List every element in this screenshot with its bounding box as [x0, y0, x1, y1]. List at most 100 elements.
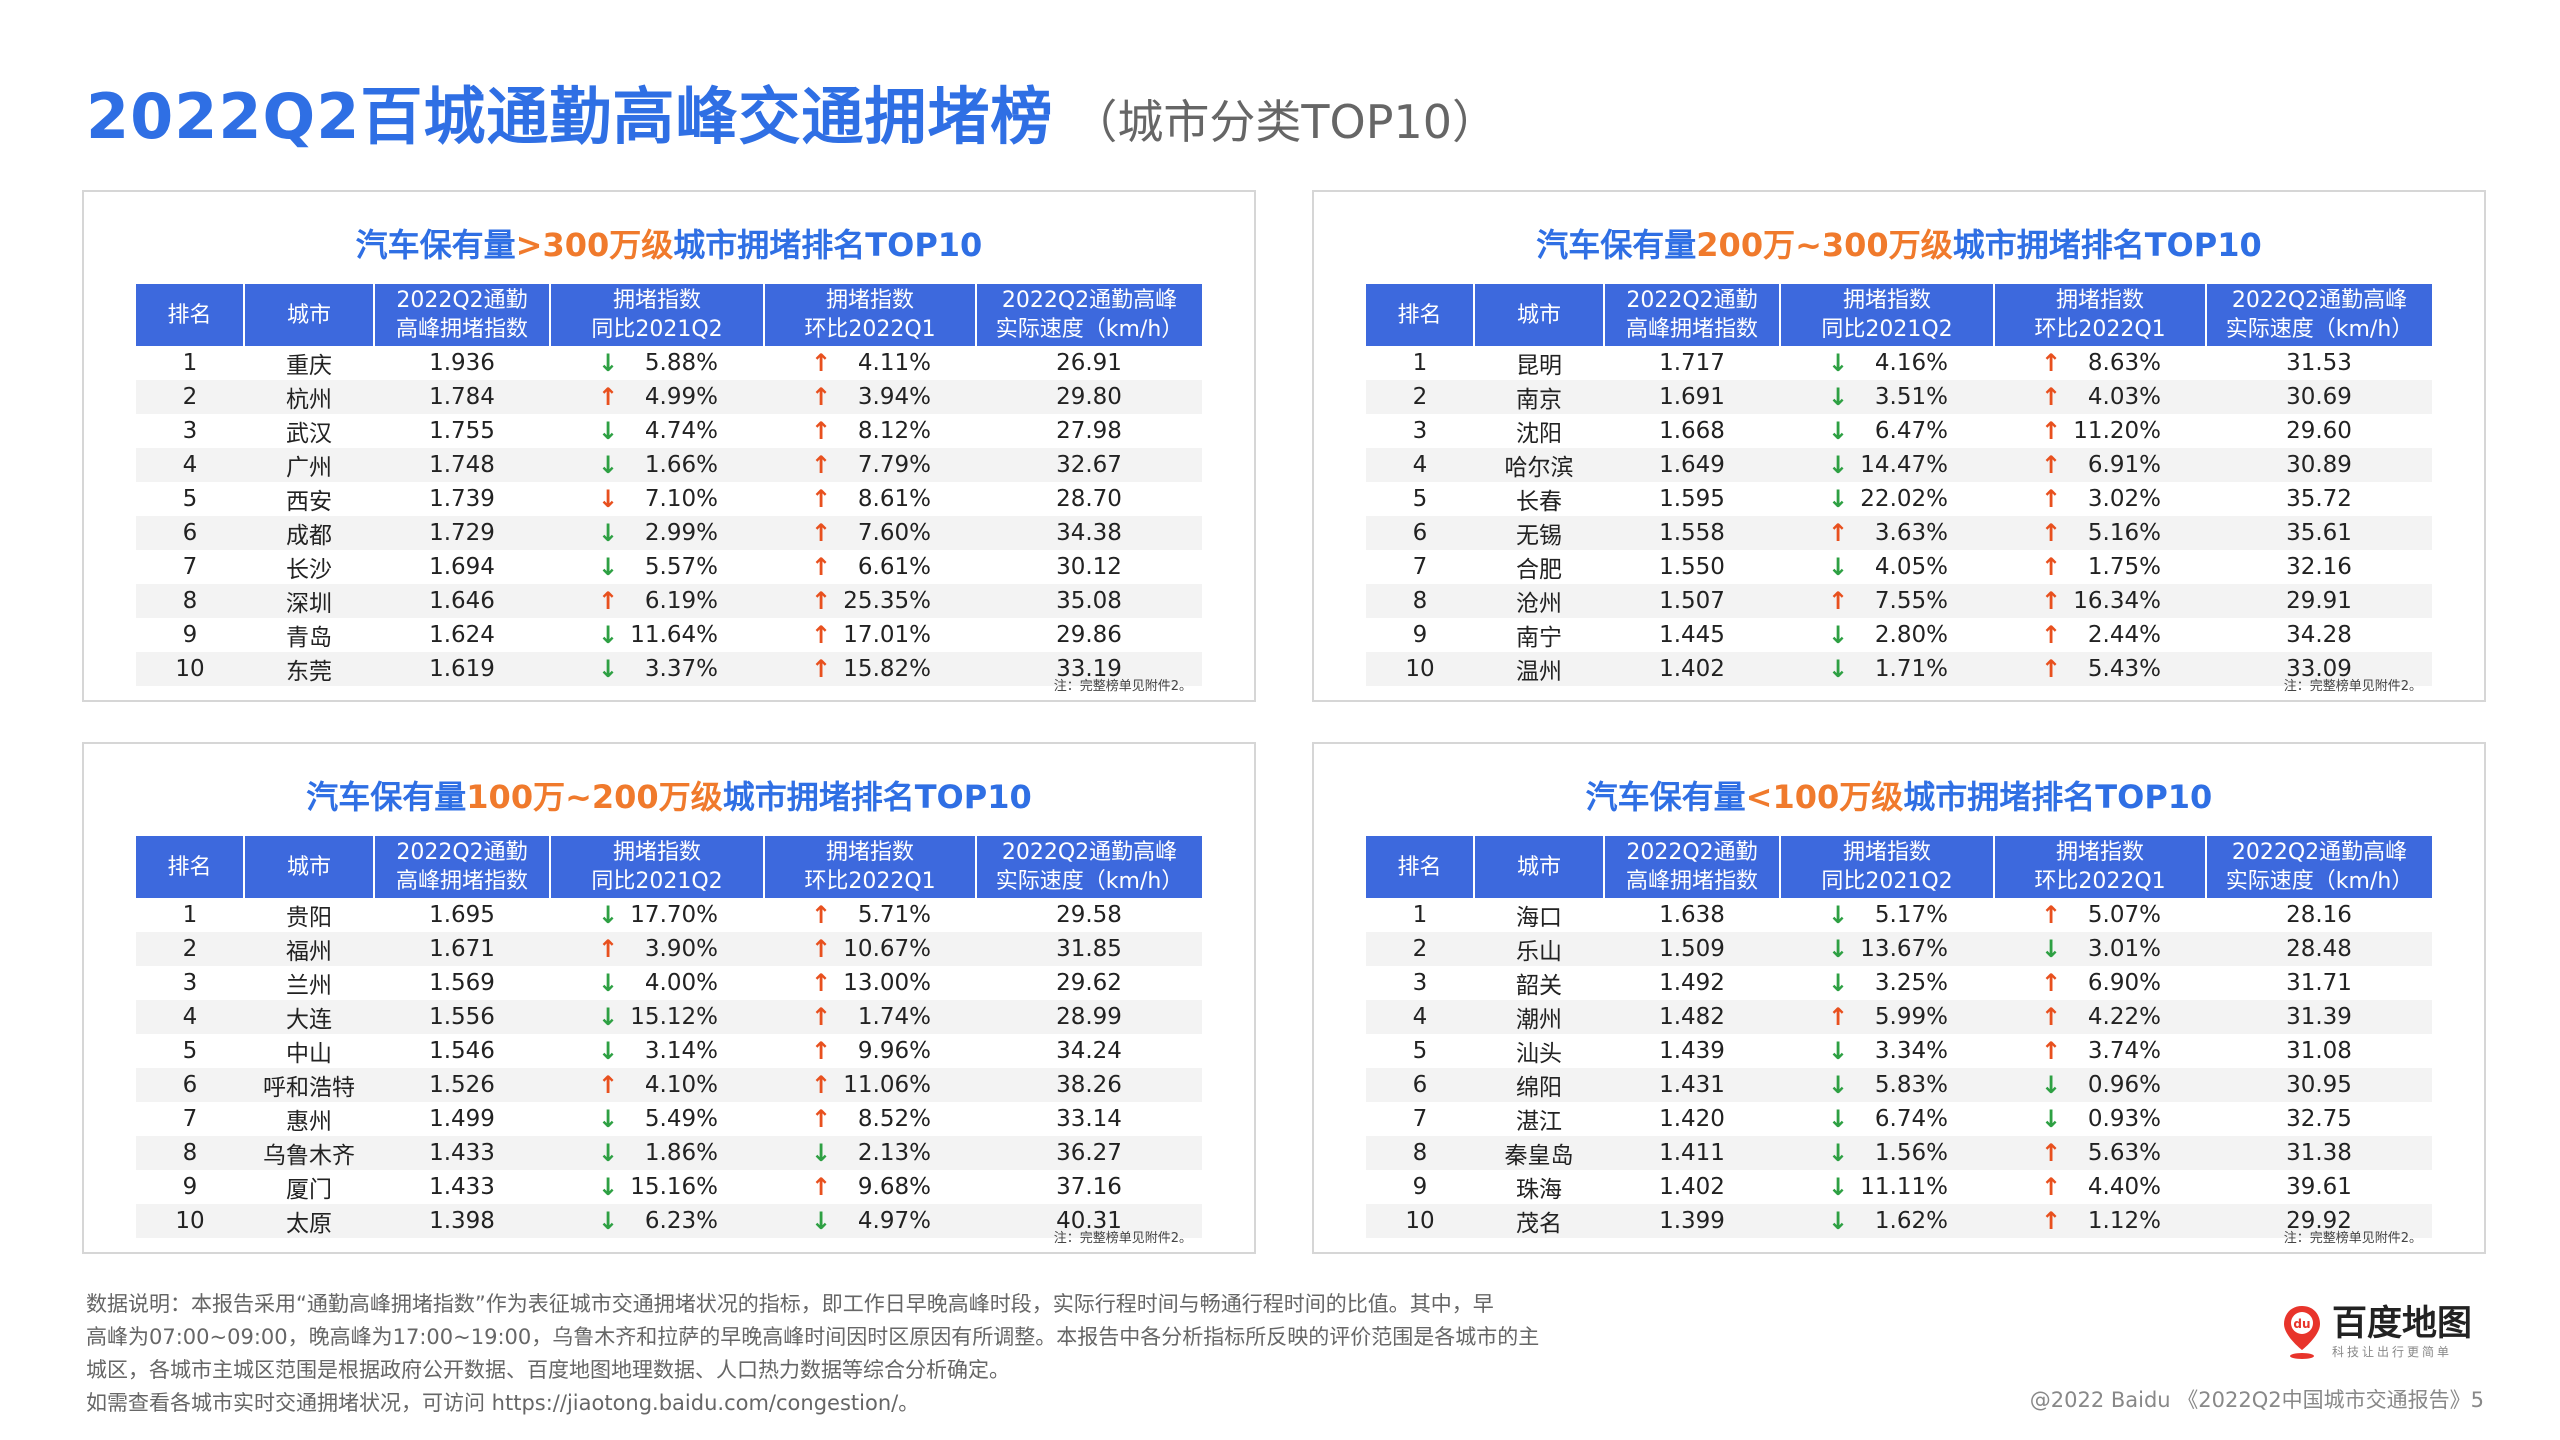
ranking-panel-200w-300w: 汽车保有量200万~300万级城市拥堵排名TOP10 排名 城市 2022Q2通勤 高峰…: [1312, 190, 2486, 702]
city-cell: 合肥: [1516, 557, 1562, 583]
footnote-line: 如需查看各城市实时交通拥堵状况，可访问 https://jiaotong.bai…: [86, 1391, 920, 1415]
arrow-down-icon: ↓: [597, 655, 619, 683]
index-cell: 1.433: [374, 1136, 550, 1170]
header-line: 2022Q2通勤高峰: [1001, 288, 1178, 313]
arrow-up-icon: ↑: [2040, 553, 2062, 581]
rank-cell: 8: [136, 584, 244, 618]
header-qoq: 拥堵指数 环比2022Q1: [1994, 836, 2207, 898]
header-speed: 2022Q2通勤高峰 实际速度（km/h）: [976, 284, 1202, 346]
header-line: 同比2021Q2: [1821, 869, 1953, 894]
panel-title-pre: 汽车保有量: [1585, 778, 1746, 816]
yoy-cell: ↓ 1.66%: [550, 448, 764, 482]
qoq-cell: ↑ 8.12%: [764, 414, 976, 448]
rank-cell: 6: [136, 516, 244, 550]
change-value: 4.16%: [1874, 350, 1948, 376]
table-row: 3 兰州 1.569 ↓ 4.00% ↑ 13.00% 29.62: [136, 966, 1202, 1000]
change-value: 25.35%: [843, 588, 931, 614]
arrow-up-icon: ↑: [2040, 485, 2062, 513]
qoq-cell: ↑ 16.34%: [1994, 584, 2206, 618]
change-value: 3.74%: [2087, 1038, 2161, 1064]
change-value: 11.20%: [2073, 418, 2161, 444]
speed-cell: 28.99: [976, 1000, 1202, 1034]
table-row: 6 无锡 1.558 ↑ 3.63% ↑ 5.16% 35.61: [1366, 516, 2432, 550]
change-value: 15.12%: [630, 1004, 718, 1030]
table-row: 7 惠州 1.499 ↓ 5.49% ↑ 8.52% 33.14: [136, 1102, 1202, 1136]
arrow-up-icon: ↑: [810, 901, 832, 929]
yoy-cell: ↓ 1.86%: [550, 1136, 764, 1170]
change-value: 6.61%: [857, 554, 931, 580]
qoq-cell: ↑ 5.07%: [1994, 898, 2206, 932]
speed-cell: 32.16: [2286, 554, 2352, 580]
header-line: 环比2022Q1: [2034, 869, 2166, 894]
change-value: 13.00%: [843, 970, 931, 996]
qoq-cell: ↑ 5.63%: [1994, 1136, 2206, 1170]
yoy-cell: ↓ 1.71%: [1780, 652, 1994, 686]
table-row: 5 西安 1.739 ↓ 7.10% ↑ 8.61% 28.70: [136, 482, 1202, 516]
yoy-cell: ↓ 15.16%: [550, 1170, 764, 1204]
change-value: 1.86%: [644, 1140, 718, 1166]
copyright-text: @2022 Baidu 《2022Q2中国城市交通报告》5: [2029, 1388, 2484, 1412]
city-cell: 长沙: [286, 557, 332, 583]
speed-cell: 29.91: [2206, 584, 2432, 618]
rank-cell: 3: [1412, 418, 1428, 444]
ranking-table: 排名 城市 2022Q2通勤 高峰拥堵指数 拥堵指数 同比2021Q2 拥堵指数 环比2022…: [1366, 836, 2432, 1238]
speed-cell: 35.61: [2206, 516, 2432, 550]
rank-cell: 2: [136, 380, 244, 414]
arrow-up-icon: ↑: [1827, 587, 1849, 615]
index-cell: 1.936: [429, 350, 495, 376]
yoy-cell: ↓ 14.47%: [1780, 448, 1994, 482]
index-cell: 1.595: [1659, 486, 1725, 512]
arrow-up-icon: ↑: [810, 969, 832, 997]
header-line: 拥堵指数: [1842, 840, 1931, 865]
header-yoy: 拥堵指数同比2021Q2: [1780, 836, 1995, 898]
index-cell: 1.445: [1659, 622, 1725, 648]
qoq-cell: ↑ 3.02%: [1994, 482, 2206, 516]
index-cell: 1.482: [1604, 1000, 1780, 1034]
city-cell: 长春: [1516, 489, 1562, 515]
change-value: 2.44%: [2087, 622, 2161, 648]
speed-cell: 29.80: [976, 380, 1202, 414]
logo-slogan: 科技让出行更简单: [2332, 1344, 2453, 1359]
arrow-down-icon: ↓: [1827, 969, 1849, 997]
arrow-down-icon: ↓: [2040, 935, 2062, 963]
arrow-down-icon: ↓: [2040, 1071, 2062, 1099]
change-value: 3.37%: [644, 656, 718, 682]
qoq-cell: ↑ 5.43%: [1994, 652, 2206, 686]
ranking-table: 排名 城市 2022Q2通勤 高峰拥堵指数 拥堵指数 同比2021Q2 拥堵指数 环比2022…: [1366, 284, 2432, 686]
panel-title-hl: >300万级: [515, 226, 674, 264]
city-cell: 兰州: [286, 973, 332, 999]
speed-cell: 29.60: [2286, 418, 2352, 444]
index-cell: 1.569: [429, 970, 495, 996]
panel-note: 注：完整榜单见附件2。: [1053, 1231, 1192, 1246]
change-value: 4.03%: [2087, 384, 2161, 410]
header-line: 排名: [167, 302, 212, 328]
qoq-cell: ↑ 8.61%: [764, 482, 976, 516]
index-cell: 1.420: [1659, 1106, 1725, 1132]
city-cell: 哈尔滨: [1474, 448, 1604, 482]
arrow-up-icon: ↑: [810, 417, 832, 445]
header-line: 高峰拥堵指数: [1625, 317, 1758, 342]
arrow-up-icon: ↑: [810, 1105, 832, 1133]
index-cell: 1.649: [1604, 448, 1780, 482]
arrow-up-icon: ↑: [810, 519, 832, 547]
arrow-down-icon: ↓: [1827, 655, 1849, 683]
change-value: 7.10%: [644, 486, 718, 512]
index-cell: 1.439: [1659, 1038, 1725, 1064]
city-cell: 惠州: [286, 1109, 332, 1135]
city-cell: 汕头: [1516, 1041, 1562, 1067]
rank-cell: 4: [136, 448, 244, 482]
arrow-up-icon: ↑: [810, 1037, 832, 1065]
table-row: 4 广州 1.748 ↓ 1.66% ↑ 7.79% 32.67: [136, 448, 1202, 482]
table-row: 6 呼和浩特 1.526 ↑ 4.10% ↑ 11.06% 38.26: [136, 1068, 1202, 1102]
table-row: 10 东莞 1.619 ↓ 3.37% ↑ 15.82% 33.19: [136, 652, 1202, 686]
header-line: 实际速度（km/h）: [995, 869, 1184, 894]
title-row: 2022Q2百城通勤高峰交通拥堵榜 （城市分类TOP10）: [86, 66, 1498, 156]
yoy-cell: ↓ 5.17%: [1780, 898, 1994, 932]
change-value: 15.82%: [843, 656, 931, 682]
speed-cell: 30.69: [2206, 380, 2432, 414]
logo-name: 百度地图: [2332, 1303, 2473, 1344]
speed-cell: 31.38: [2206, 1136, 2432, 1170]
arrow-down-icon: ↓: [597, 1037, 619, 1065]
arrow-up-icon: ↑: [810, 935, 832, 963]
arrow-down-icon: ↓: [597, 1173, 619, 1201]
